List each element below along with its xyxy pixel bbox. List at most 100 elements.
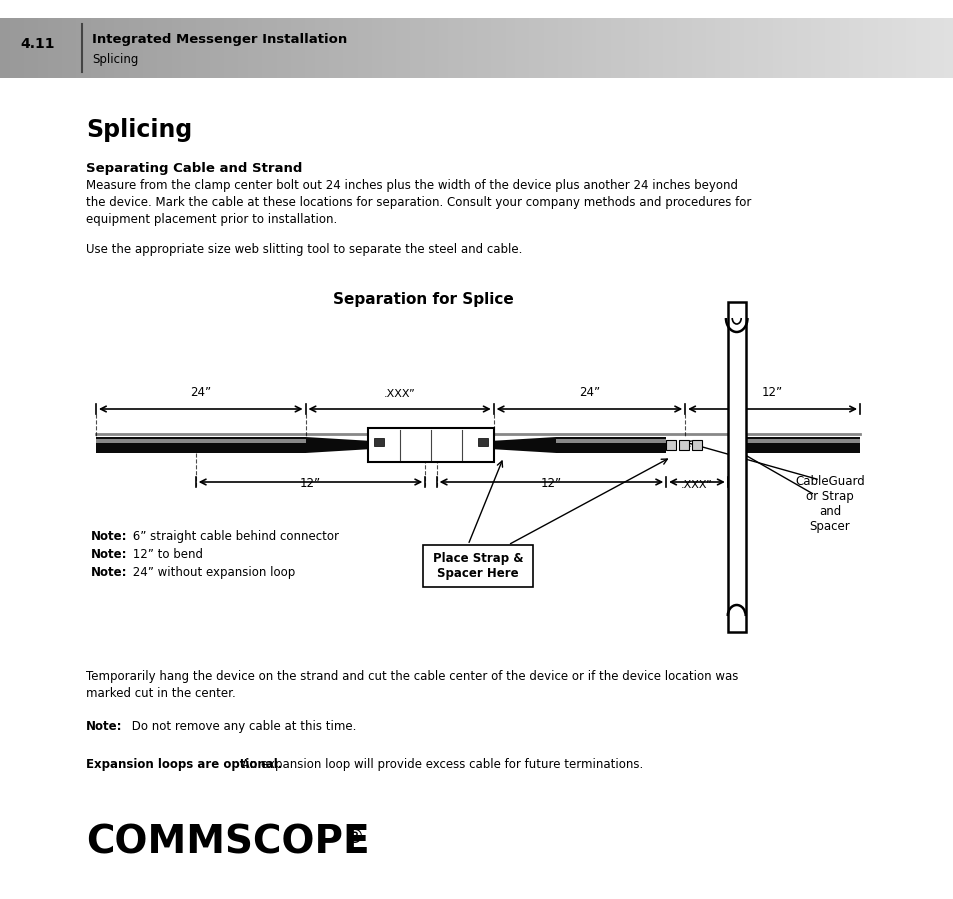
Bar: [119, 18, 125, 78]
Bar: [129, 18, 134, 78]
Bar: [758, 18, 763, 78]
Bar: [500, 18, 506, 78]
Bar: [81, 18, 87, 78]
Text: Splicing: Splicing: [86, 118, 193, 142]
Bar: [57, 18, 63, 78]
Bar: [462, 18, 468, 78]
Bar: [267, 18, 273, 78]
Bar: [105, 18, 111, 78]
Bar: [95, 18, 101, 78]
Bar: [658, 18, 663, 78]
Text: Use the appropriate size web slitting tool to separate the steel and cable.: Use the appropriate size web slitting to…: [86, 243, 522, 256]
Text: 12” to bend: 12” to bend: [129, 548, 203, 561]
Bar: [434, 18, 439, 78]
Bar: [591, 18, 597, 78]
Bar: [772, 18, 778, 78]
Bar: [71, 18, 77, 78]
Text: 12”: 12”: [299, 477, 321, 490]
Bar: [300, 18, 306, 78]
Bar: [476, 18, 482, 78]
Bar: [619, 18, 625, 78]
Bar: [929, 18, 935, 78]
Text: .XXX”: .XXX”: [680, 480, 712, 490]
Bar: [276, 18, 282, 78]
Bar: [781, 18, 787, 78]
Bar: [424, 18, 430, 78]
Bar: [357, 18, 363, 78]
Bar: [572, 18, 578, 78]
Bar: [524, 18, 530, 78]
Bar: [195, 18, 201, 78]
Bar: [745, 439, 859, 443]
Bar: [672, 18, 678, 78]
Bar: [605, 18, 611, 78]
Text: Note:: Note:: [91, 566, 128, 579]
Bar: [843, 18, 849, 78]
Bar: [777, 18, 782, 78]
Text: 24”: 24”: [190, 386, 212, 399]
Bar: [5, 18, 10, 78]
Text: ®: ®: [344, 828, 363, 847]
Bar: [429, 18, 435, 78]
Bar: [729, 18, 735, 78]
Bar: [152, 18, 158, 78]
Bar: [815, 18, 821, 78]
Text: Separation for Splice: Separation for Splice: [333, 292, 513, 307]
Bar: [253, 18, 258, 78]
Bar: [848, 18, 854, 78]
Text: Place Strap &
Spacer Here: Place Strap & Spacer Here: [433, 552, 522, 580]
Bar: [448, 18, 454, 78]
Text: COMMSCOPE: COMMSCOPE: [86, 823, 369, 861]
Bar: [486, 18, 492, 78]
Bar: [176, 18, 182, 78]
Bar: [905, 18, 911, 78]
Bar: [181, 18, 187, 78]
Bar: [52, 18, 58, 78]
Bar: [374, 438, 384, 446]
Polygon shape: [489, 437, 556, 453]
Bar: [91, 18, 96, 78]
Text: 24”: 24”: [578, 386, 599, 399]
Bar: [910, 18, 916, 78]
Bar: [543, 18, 549, 78]
Bar: [110, 18, 115, 78]
Bar: [639, 18, 644, 78]
Bar: [896, 18, 902, 78]
Bar: [353, 18, 358, 78]
Bar: [538, 18, 544, 78]
Bar: [939, 18, 944, 78]
Text: the device. Mark the cable at these locations for separation. Consult your compa: the device. Mark the cable at these loca…: [86, 196, 751, 209]
Bar: [596, 18, 601, 78]
Text: marked cut in the center.: marked cut in the center.: [86, 687, 235, 700]
Bar: [882, 18, 887, 78]
Bar: [519, 18, 525, 78]
Bar: [762, 18, 768, 78]
Text: 4.11: 4.11: [20, 37, 54, 51]
Bar: [167, 18, 172, 78]
Text: Expansion loops are optional.: Expansion loops are optional.: [86, 758, 282, 771]
Bar: [376, 18, 382, 78]
Bar: [319, 18, 325, 78]
Bar: [739, 18, 744, 78]
Bar: [291, 18, 296, 78]
Bar: [191, 18, 196, 78]
Bar: [681, 18, 687, 78]
Bar: [858, 18, 863, 78]
Bar: [29, 18, 34, 78]
Bar: [577, 18, 582, 78]
Bar: [343, 18, 349, 78]
Text: An expansion loop will provide excess cable for future terminations.: An expansion loop will provide excess ca…: [237, 758, 642, 771]
Text: Note:: Note:: [86, 720, 122, 733]
Bar: [233, 18, 239, 78]
Bar: [567, 18, 573, 78]
Bar: [745, 437, 859, 453]
Bar: [248, 18, 253, 78]
Bar: [877, 18, 882, 78]
Bar: [391, 18, 396, 78]
Bar: [834, 18, 840, 78]
Bar: [734, 18, 740, 78]
Bar: [438, 18, 444, 78]
Bar: [324, 18, 330, 78]
Bar: [556, 437, 665, 453]
Bar: [679, 440, 688, 450]
